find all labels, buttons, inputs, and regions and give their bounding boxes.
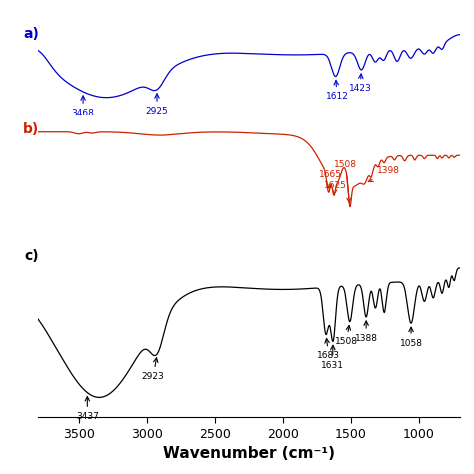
- Text: c): c): [25, 249, 39, 263]
- Text: a): a): [23, 27, 39, 41]
- Text: 1665: 1665: [319, 170, 342, 188]
- Text: 1612: 1612: [326, 81, 348, 101]
- X-axis label: Wavenumber (cm⁻¹): Wavenumber (cm⁻¹): [163, 446, 335, 461]
- Text: 2925: 2925: [146, 94, 168, 116]
- Text: 1058: 1058: [400, 327, 422, 348]
- Text: 1625: 1625: [324, 181, 346, 194]
- Text: 1683: 1683: [317, 338, 340, 360]
- Text: 1398: 1398: [368, 166, 400, 182]
- Text: b): b): [23, 122, 39, 136]
- Text: 3437: 3437: [76, 397, 99, 421]
- Text: 1388: 1388: [355, 321, 378, 343]
- Text: 1631: 1631: [321, 346, 344, 370]
- Text: 2923: 2923: [142, 358, 164, 381]
- Text: 1508: 1508: [335, 326, 358, 346]
- Text: 1423: 1423: [349, 74, 372, 93]
- Text: 3468: 3468: [72, 96, 94, 118]
- Text: 1508: 1508: [334, 161, 357, 202]
